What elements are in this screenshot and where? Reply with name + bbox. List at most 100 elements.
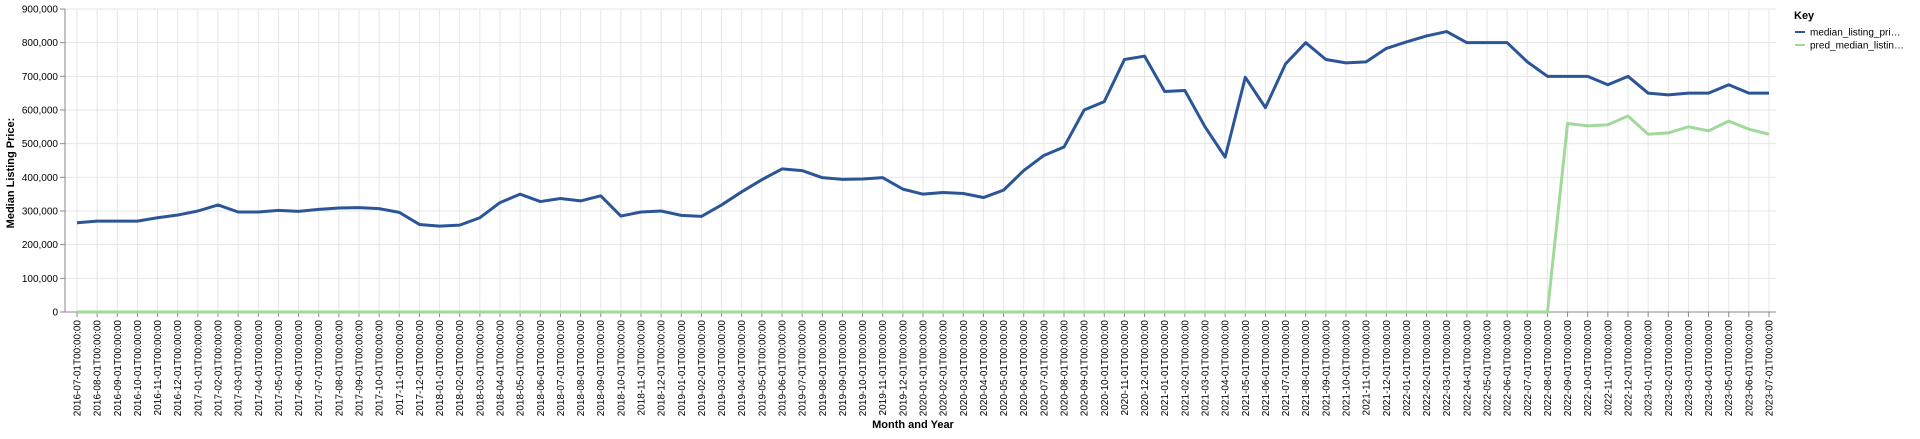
x-tick-label: 2018-09-01T00:00:00 <box>596 320 607 417</box>
x-tick-label: 2018-06-01T00:00:00 <box>536 320 547 417</box>
x-tick-label: 2019-10-01T00:00:00 <box>858 320 869 417</box>
x-tick-label: 2019-07-01T00:00:00 <box>798 320 809 417</box>
x-tick-label: 2022-01-01T00:00:00 <box>1402 320 1413 417</box>
x-tick-label: 2017-04-01T00:00:00 <box>254 320 265 417</box>
x-tick-label: 2018-03-01T00:00:00 <box>475 320 486 417</box>
x-tick-label: 2022-09-01T00:00:00 <box>1563 320 1574 417</box>
x-tick-label: 2016-11-01T00:00:00 <box>153 320 164 416</box>
x-tick-label: 2019-02-01T00:00:00 <box>697 320 708 417</box>
x-tick-label: 2023-07-01T00:00:00 <box>1765 320 1776 417</box>
y-tick-label: 800,000 <box>22 38 59 49</box>
x-tick-label: 2020-12-01T00:00:00 <box>1140 320 1151 417</box>
legend-label: pred_median_listin… <box>1810 41 1904 52</box>
x-tick-label: 2023-03-01T00:00:00 <box>1684 320 1695 417</box>
y-tick-label: 900,000 <box>22 5 59 16</box>
x-tick-label: 2023-02-01T00:00:00 <box>1664 320 1675 417</box>
x-tick-label: 2021-08-01T00:00:00 <box>1301 320 1312 417</box>
x-tick-label: 2017-12-01T00:00:00 <box>415 320 426 417</box>
x-tick-label: 2022-07-01T00:00:00 <box>1523 320 1534 417</box>
y-tick-label: 0 <box>52 308 58 319</box>
x-tick-label: 2021-11-01T00:00:00 <box>1362 320 1373 416</box>
y-tick-label: 200,000 <box>22 240 59 251</box>
y-axis-title: Median Listing Price: <box>5 118 17 229</box>
x-tick-label: 2020-02-01T00:00:00 <box>939 320 950 417</box>
x-tick-label: 2017-11-01T00:00:00 <box>395 320 406 416</box>
x-tick-label: 2022-05-01T00:00:00 <box>1483 320 1494 417</box>
series-line-1 <box>77 114 1770 314</box>
x-tick-label: 2018-11-01T00:00:00 <box>637 320 648 416</box>
x-tick-label: 2021-12-01T00:00:00 <box>1382 320 1393 417</box>
x-tick-label: 2016-10-01T00:00:00 <box>133 320 144 417</box>
x-tick-label: 2017-10-01T00:00:00 <box>375 320 386 417</box>
x-tick-label: 2020-11-01T00:00:00 <box>1120 320 1131 416</box>
x-tick-label: 2019-09-01T00:00:00 <box>838 320 849 417</box>
x-tick-label: 2023-06-01T00:00:00 <box>1744 320 1755 417</box>
x-tick-label: 2023-04-01T00:00:00 <box>1704 320 1715 417</box>
x-tick-label: 2021-01-01T00:00:00 <box>1160 320 1171 417</box>
x-tick-label: 2020-09-01T00:00:00 <box>1080 320 1091 417</box>
x-tick-label: 2022-10-01T00:00:00 <box>1583 320 1594 417</box>
x-tick-label: 2020-01-01T00:00:00 <box>919 320 930 417</box>
x-tick-label: 2017-02-01T00:00:00 <box>214 320 225 417</box>
legend: Key median_listing_pri… pred_median_listi… <box>1794 10 1904 52</box>
series-lines <box>76 30 1770 314</box>
x-tick-label: 2020-10-01T00:00:00 <box>1100 320 1111 417</box>
legend-title: Key <box>1794 10 1815 22</box>
x-tick-label: 2016-09-01T00:00:00 <box>113 320 124 417</box>
x-tick-label: 2022-08-01T00:00:00 <box>1543 320 1554 417</box>
x-tick-label: 2017-07-01T00:00:00 <box>314 320 325 417</box>
x-tick-label: 2016-08-01T00:00:00 <box>93 320 104 417</box>
x-tick-label: 2020-08-01T00:00:00 <box>1060 320 1071 417</box>
x-tick-label: 2017-05-01T00:00:00 <box>274 320 285 417</box>
x-tick-label: 2023-01-01T00:00:00 <box>1644 320 1655 417</box>
y-tick-label: 400,000 <box>22 173 59 184</box>
legend-label: median_listing_pri… <box>1810 28 1901 39</box>
x-tick-label: 2018-01-01T00:00:00 <box>435 320 446 417</box>
x-tick-label: 2019-06-01T00:00:00 <box>778 320 789 417</box>
x-tick-label: 2018-02-01T00:00:00 <box>455 320 466 417</box>
x-tick-label: 2018-04-01T00:00:00 <box>496 320 507 417</box>
y-tick-label: 500,000 <box>22 139 59 150</box>
axes: 0 100,000 200,000 300,000 400,000 500,000 600,… <box>22 5 1776 417</box>
x-tick-label: 2019-03-01T00:00:00 <box>717 320 728 417</box>
y-tick-label: 300,000 <box>22 207 59 218</box>
y-tick-label: 100,000 <box>22 274 59 285</box>
x-tick-label: 2022-03-01T00:00:00 <box>1442 320 1453 417</box>
x-tick-label: 2021-02-01T00:00:00 <box>1180 320 1191 417</box>
x-tick-label: 2020-04-01T00:00:00 <box>979 320 990 417</box>
series-line-0 <box>76 30 1769 228</box>
x-tick-label: 2020-05-01T00:00:00 <box>999 320 1010 417</box>
x-tick-label: 2021-09-01T00:00:00 <box>1321 320 1332 417</box>
x-tick-label: 2018-10-01T00:00:00 <box>616 320 627 417</box>
x-tick-label: 2021-07-01T00:00:00 <box>1281 320 1292 417</box>
x-tick-label: 2021-06-01T00:00:00 <box>1261 320 1272 417</box>
x-tick-label: 2020-07-01T00:00:00 <box>1039 320 1050 417</box>
x-axis-title: Month and Year <box>872 419 954 431</box>
y-tick-label: 600,000 <box>22 106 59 117</box>
x-tick-label: 2018-08-01T00:00:00 <box>576 320 587 417</box>
x-tick-label: 2019-08-01T00:00:00 <box>818 320 829 417</box>
x-tick-label: 2018-05-01T00:00:00 <box>516 320 527 417</box>
x-tick-label: 2018-12-01T00:00:00 <box>657 320 668 417</box>
x-tick-label: 2019-04-01T00:00:00 <box>737 320 748 417</box>
x-tick-label: 2021-10-01T00:00:00 <box>1342 320 1353 417</box>
gridlines <box>65 8 1776 313</box>
x-tick-label: 2019-12-01T00:00:00 <box>898 320 909 417</box>
x-tick-label: 2021-05-01T00:00:00 <box>1241 320 1252 417</box>
x-tick-label: 2022-11-01T00:00:00 <box>1603 320 1614 416</box>
x-tick-label: 2022-04-01T00:00:00 <box>1462 320 1473 417</box>
x-tick-label: 2021-03-01T00:00:00 <box>1201 320 1212 417</box>
x-tick-label: 2023-05-01T00:00:00 <box>1724 320 1735 417</box>
x-tick-label: 2016-12-01T00:00:00 <box>173 320 184 417</box>
y-tick-label: 700,000 <box>22 72 59 83</box>
x-tick-label: 2021-04-01T00:00:00 <box>1221 320 1232 417</box>
x-tick-label: 2022-06-01T00:00:00 <box>1503 320 1514 417</box>
x-tick-label: 2017-09-01T00:00:00 <box>355 320 366 417</box>
x-tick-label: 2022-12-01T00:00:00 <box>1624 320 1635 417</box>
x-tick-label: 2019-11-01T00:00:00 <box>878 320 889 416</box>
x-tick-label: 2017-06-01T00:00:00 <box>294 320 305 417</box>
x-tick-label: 2017-01-01T00:00:00 <box>193 320 204 417</box>
legend-items: median_listing_pri… pred_median_listin… <box>1795 28 1904 52</box>
